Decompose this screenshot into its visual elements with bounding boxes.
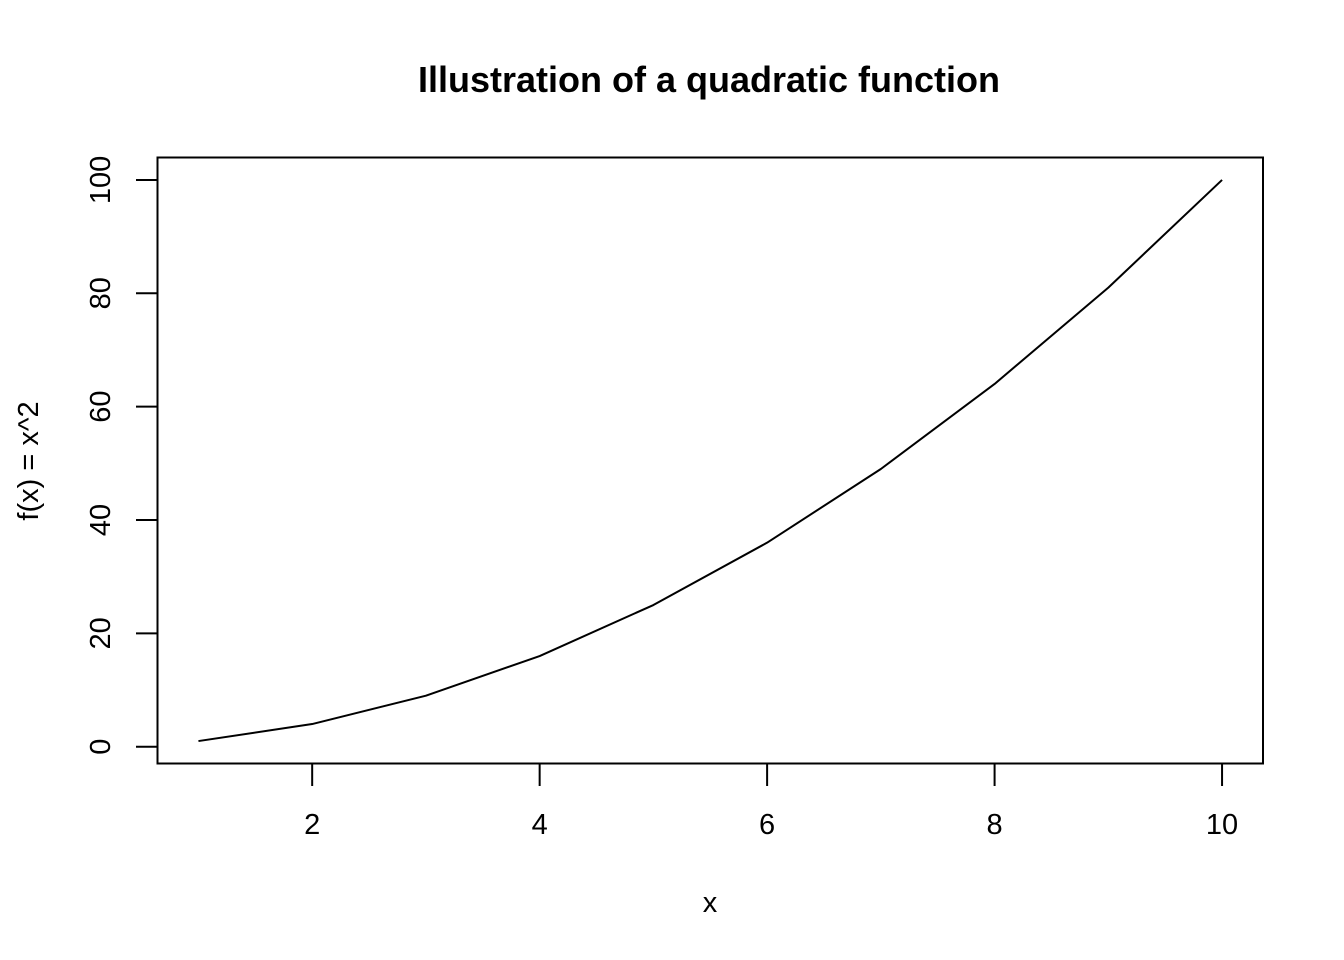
x-tick-label: 10 — [1206, 809, 1238, 841]
y-tick-label: 40 — [85, 504, 117, 536]
x-tick-label: 8 — [987, 809, 1003, 841]
y-tick-label: 100 — [85, 156, 117, 204]
x-tick-label: 4 — [532, 809, 548, 841]
series-line — [198, 179, 1223, 743]
y-tick-label: 0 — [85, 739, 117, 755]
plot-frame — [156, 156, 1264, 765]
x-axis-label: x — [703, 887, 718, 919]
chart-title: Illustration of a quadratic function — [418, 59, 1000, 100]
y-axis-label: f(x) = x^2 — [13, 401, 45, 520]
series-layer — [198, 179, 1223, 743]
y-tick-label: 60 — [85, 391, 117, 423]
y-tick-label: 80 — [85, 277, 117, 309]
y-tick-label: 20 — [85, 617, 117, 649]
x-tick-label: 6 — [759, 809, 775, 841]
x-tick-label: 2 — [304, 809, 320, 841]
y-axis: 0 20 40 60 80 100 — [85, 156, 159, 755]
x-axis: 2 4 6 8 10 — [304, 762, 1238, 841]
